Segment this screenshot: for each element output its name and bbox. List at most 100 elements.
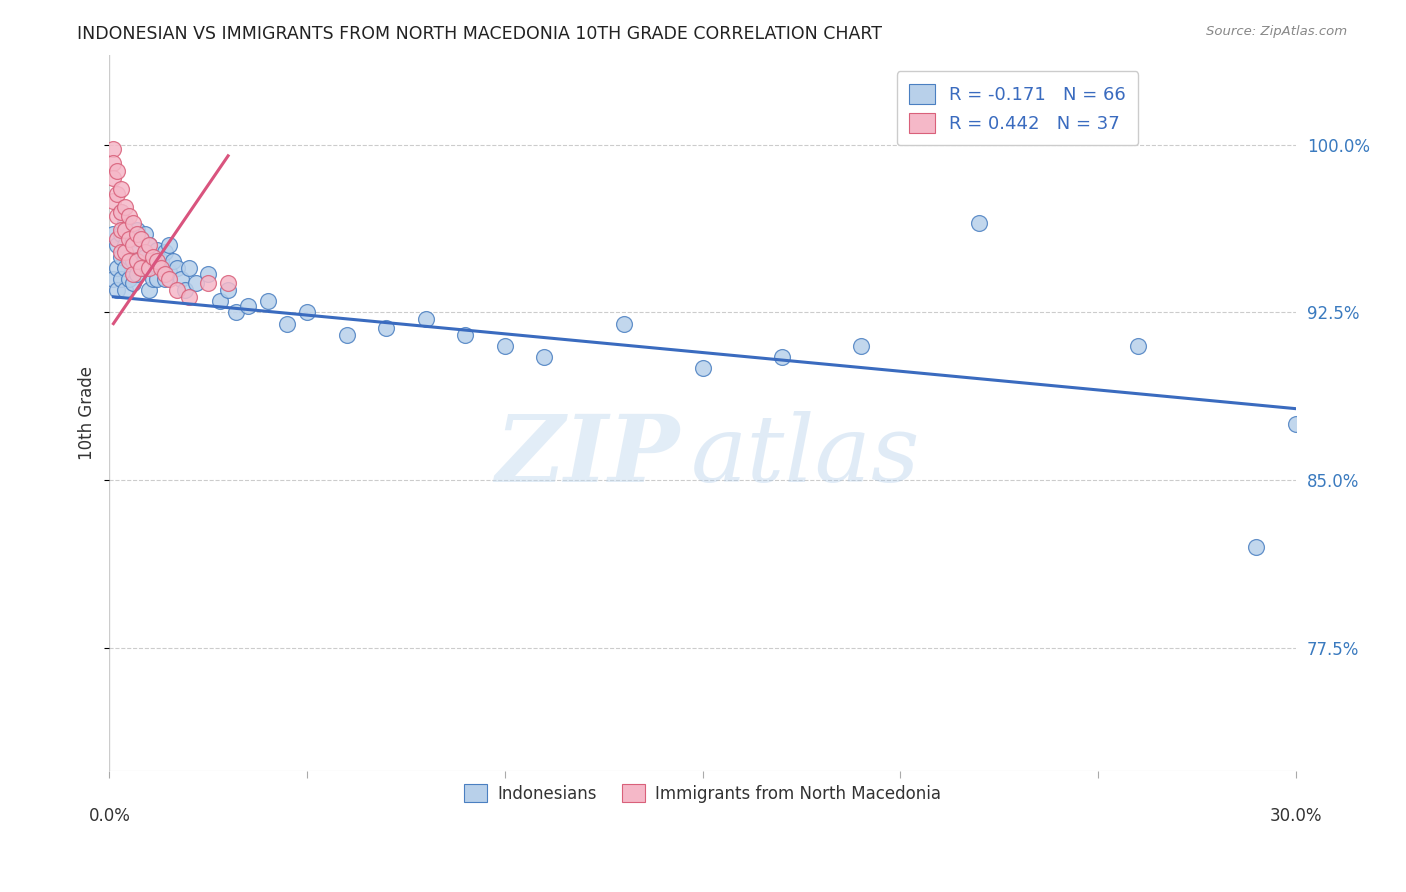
Text: Source: ZipAtlas.com: Source: ZipAtlas.com — [1206, 25, 1347, 38]
Point — [105, 232, 128, 246]
Point — [105, 260, 128, 275]
Point — [149, 260, 172, 275]
Text: ZIP: ZIP — [495, 411, 679, 501]
Point — [110, 272, 132, 286]
Point — [157, 238, 180, 252]
Point — [110, 222, 132, 236]
Point — [103, 227, 125, 241]
Point — [103, 142, 125, 156]
Point — [134, 227, 156, 241]
Text: INDONESIAN VS IMMIGRANTS FROM NORTH MACEDONIA 10TH GRADE CORRELATION CHART: INDONESIAN VS IMMIGRANTS FROM NORTH MACE… — [77, 25, 883, 43]
Text: 0.0%: 0.0% — [89, 807, 131, 825]
Point — [142, 250, 165, 264]
Point — [114, 260, 136, 275]
Point — [217, 277, 239, 291]
Point — [1126, 339, 1149, 353]
Point — [122, 238, 145, 252]
Point — [114, 200, 136, 214]
Point — [134, 250, 156, 264]
Point — [849, 339, 872, 353]
Point — [114, 222, 136, 236]
Point — [103, 155, 125, 169]
Point — [969, 216, 991, 230]
Point — [138, 238, 160, 252]
Point — [166, 283, 188, 297]
Point — [692, 361, 714, 376]
Point — [217, 283, 239, 297]
Point — [110, 204, 132, 219]
Point — [134, 245, 156, 260]
Point — [146, 254, 169, 268]
Point — [105, 164, 128, 178]
Point — [186, 277, 208, 291]
Point — [122, 254, 145, 268]
Point — [173, 283, 195, 297]
Point — [153, 245, 176, 260]
Point — [533, 350, 555, 364]
Point — [146, 272, 169, 286]
Point — [122, 216, 145, 230]
Point — [415, 312, 437, 326]
Point — [256, 294, 278, 309]
Point — [169, 272, 191, 286]
Point — [105, 283, 128, 297]
Point — [127, 268, 149, 282]
Point — [295, 305, 318, 319]
Point — [118, 227, 141, 241]
Point — [127, 227, 149, 241]
Point — [1244, 541, 1267, 555]
Point — [129, 232, 152, 246]
Point — [127, 222, 149, 236]
Point — [110, 245, 132, 260]
Point — [110, 250, 132, 264]
Point — [146, 243, 169, 257]
Point — [197, 268, 219, 282]
Point — [138, 238, 160, 252]
Point — [236, 299, 259, 313]
Point — [336, 327, 359, 342]
Point — [118, 254, 141, 268]
Text: atlas: atlas — [690, 411, 921, 501]
Point — [110, 227, 132, 241]
Point — [197, 277, 219, 291]
Point — [110, 204, 132, 219]
Point — [209, 294, 232, 309]
Point — [138, 283, 160, 297]
Point — [118, 250, 141, 264]
Point — [454, 327, 477, 342]
Point — [153, 268, 176, 282]
Point — [114, 245, 136, 260]
Point — [122, 268, 145, 282]
Point — [122, 277, 145, 291]
Text: 30.0%: 30.0% — [1270, 807, 1322, 825]
Point — [177, 290, 200, 304]
Point — [375, 321, 398, 335]
Point — [612, 317, 634, 331]
Point — [138, 260, 160, 275]
Point — [118, 209, 141, 223]
Point — [142, 250, 165, 264]
Point — [1285, 417, 1308, 432]
Point — [149, 254, 172, 268]
Point — [110, 182, 132, 196]
Point — [114, 216, 136, 230]
Point — [105, 238, 128, 252]
Point — [105, 209, 128, 223]
Point — [118, 232, 141, 246]
Point — [276, 317, 298, 331]
Point — [494, 339, 516, 353]
Legend: Indonesians, Immigrants from North Macedonia: Indonesians, Immigrants from North Maced… — [457, 777, 948, 809]
Point — [103, 272, 125, 286]
Point — [129, 260, 152, 275]
Point — [142, 272, 165, 286]
Point — [157, 265, 180, 279]
Point — [153, 272, 176, 286]
Point — [157, 272, 180, 286]
Point — [103, 171, 125, 186]
Point — [127, 245, 149, 260]
Point — [129, 260, 152, 275]
Point — [225, 305, 247, 319]
Point — [127, 254, 149, 268]
Point — [138, 260, 160, 275]
Point — [770, 350, 793, 364]
